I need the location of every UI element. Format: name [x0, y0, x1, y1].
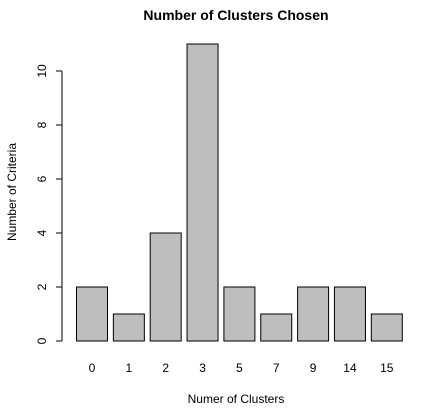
y-tick-label: 8 [35, 121, 49, 128]
y-axis: 0 2 4 6 8 10 [35, 64, 63, 344]
y-tick-label: 4 [35, 229, 49, 236]
x-axis-label: Numer of Clusters [188, 392, 285, 406]
y-tick-label: 6 [35, 175, 49, 182]
bar-2 [149, 232, 182, 342]
bar-1 [112, 313, 145, 342]
x-tick-label: 7 [273, 361, 280, 375]
x-tick-label: 1 [126, 361, 133, 375]
bar-5 [223, 286, 256, 342]
bars-group [76, 43, 403, 342]
bar-3 [186, 43, 219, 342]
x-tick-label: 9 [310, 361, 317, 375]
y-axis-label: Number of Criteria [5, 143, 19, 241]
y-tick-label: 10 [35, 64, 49, 78]
chart-title: Number of Clusters Chosen [143, 7, 328, 23]
x-tick-labels: 0 1 2 3 5 7 9 14 15 [89, 361, 394, 375]
bar-14 [333, 286, 366, 342]
y-tick-label: 0 [35, 337, 49, 344]
x-tick-label: 15 [380, 361, 394, 375]
x-tick-label: 0 [89, 361, 96, 375]
x-tick-label: 5 [236, 361, 243, 375]
bar-7 [260, 313, 293, 342]
x-tick-label: 3 [199, 361, 206, 375]
bar-0 [76, 286, 108, 342]
bar-9 [297, 286, 330, 342]
y-tick-label: 2 [35, 283, 49, 290]
bar-15 [370, 313, 403, 342]
x-tick-label: 14 [343, 361, 357, 375]
x-tick-label: 2 [162, 361, 169, 375]
